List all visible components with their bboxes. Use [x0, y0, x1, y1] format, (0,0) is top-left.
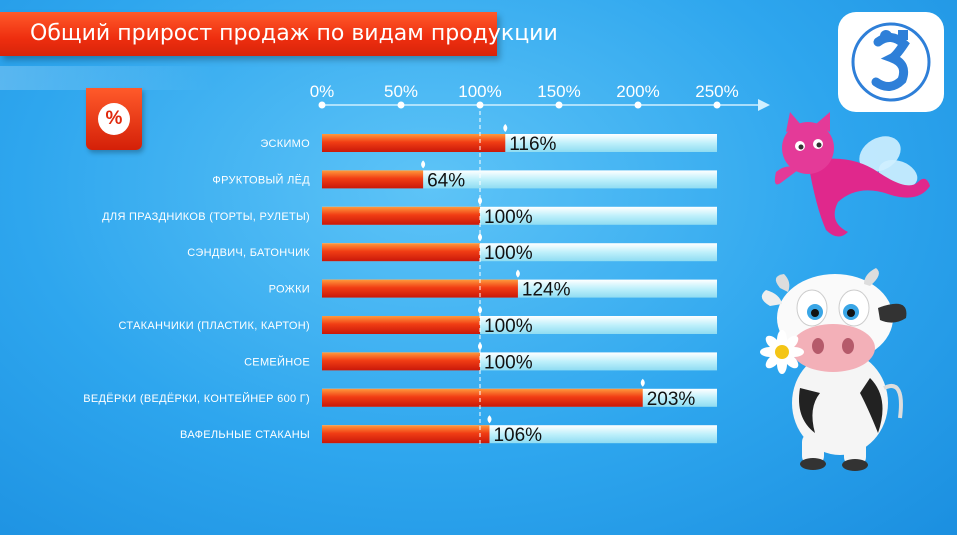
category-label: СТАКАНЧИКИ (ПЛАСТИК, КАРТОН)	[118, 320, 310, 332]
bar-marker-icon	[421, 160, 426, 169]
logo-emblem-icon	[851, 22, 931, 102]
x-axis-arrow-icon	[758, 99, 770, 111]
x-axis-tick-label: 50%	[384, 82, 418, 101]
bar	[322, 134, 506, 152]
x-axis-tick-dot	[634, 101, 642, 109]
bar	[322, 243, 480, 262]
category-label: СЕМЕЙНОЕ	[244, 355, 310, 368]
category-label: ДЛЯ ПРАЗДНИКОВ (ТОРТЫ, РУЛЕТЫ)	[102, 211, 310, 223]
percent-badge-label: %	[98, 103, 130, 135]
data-label: 100%	[484, 352, 533, 373]
data-label: 106%	[493, 425, 542, 446]
bar	[322, 388, 643, 407]
title-bar: Общий прирост продаж по видам продукции	[0, 12, 558, 56]
category-label: ВЕДЁРКИ (ВЕДЁРКИ, КОНТЕЙНЕР 600 Г)	[83, 392, 310, 405]
category-label: ВАФЕЛЬНЫЕ СТАКАНЫ	[180, 429, 310, 441]
data-label: 100%	[484, 207, 533, 228]
data-label: 124%	[522, 280, 571, 301]
bar-marker-icon	[515, 269, 520, 278]
x-axis-tick-label: 150%	[537, 82, 580, 101]
category-label: ЭСКИМО	[260, 138, 310, 150]
data-label: 64%	[427, 170, 465, 191]
title-underline-decoration	[0, 66, 215, 90]
x-axis-tick-dot	[476, 101, 484, 109]
bar	[322, 279, 518, 298]
bar	[322, 316, 480, 334]
bar	[322, 352, 480, 371]
bar-marker-icon	[478, 196, 482, 205]
data-label: 100%	[484, 243, 533, 264]
x-axis-tick-label: 100%	[458, 82, 501, 101]
bar-marker-icon	[503, 124, 508, 132]
bar-marker-icon	[640, 378, 645, 387]
x-axis-tick-dot	[713, 101, 721, 109]
x-axis-tick-dot	[555, 101, 563, 109]
bar	[322, 206, 480, 225]
x-axis-tick-dot	[318, 101, 326, 109]
x-axis-tick-label: 200%	[616, 82, 659, 101]
page-title: Общий прирост продаж по видам продукции	[30, 21, 558, 46]
category-label: РОЖКИ	[269, 284, 310, 296]
data-label: 203%	[647, 389, 696, 410]
x-axis-tick-label: 250%	[695, 82, 738, 101]
category-label: ФРУКТОВЫЙ ЛЁД	[212, 173, 310, 186]
bar-marker-icon	[478, 342, 482, 351]
pink-cat-mascot-icon	[774, 112, 930, 237]
x-axis-tick-label: 0%	[310, 82, 335, 101]
x-axis-tick-dot	[397, 101, 405, 109]
bar-marker-icon	[487, 415, 492, 424]
bar	[322, 425, 490, 444]
data-label: 100%	[484, 316, 533, 337]
bar	[322, 170, 424, 189]
data-label: 116%	[509, 134, 556, 155]
cow-mascot-icon	[760, 268, 907, 471]
company-logo	[838, 12, 944, 112]
category-label: СЭНДВИЧ, БАТОНЧИК	[187, 247, 310, 259]
percent-badge: %	[86, 88, 142, 150]
